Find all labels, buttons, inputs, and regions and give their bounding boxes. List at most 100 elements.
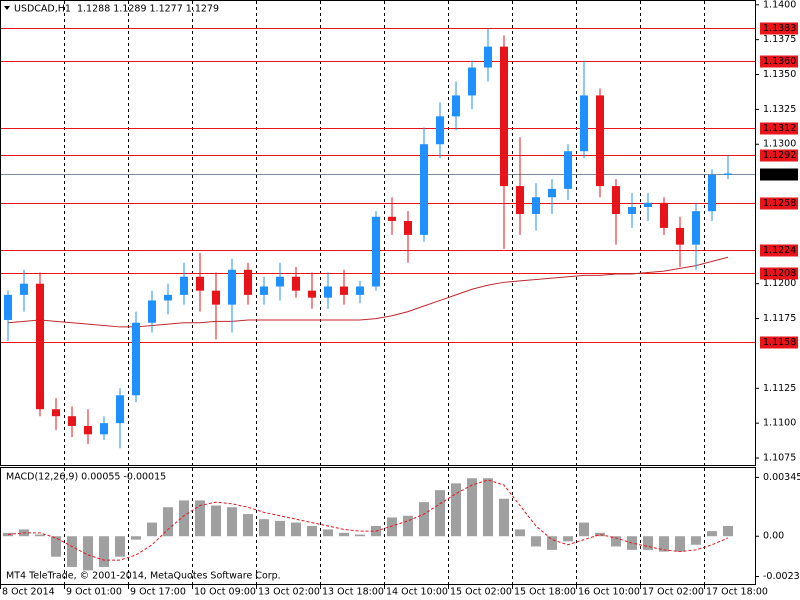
candle-body bbox=[36, 283, 44, 410]
macd-bar bbox=[227, 507, 237, 537]
macd-bar bbox=[291, 522, 301, 537]
macd-title: MACD(12,26,9) 0.00055 -0.00015 bbox=[6, 472, 166, 483]
macd-bar bbox=[387, 517, 397, 537]
y-tick-label: 1.1125 bbox=[763, 383, 796, 394]
candle-body bbox=[228, 269, 236, 305]
candle-body bbox=[68, 416, 76, 426]
candle-body bbox=[628, 207, 636, 214]
y-tick-label: 1.1100 bbox=[763, 418, 796, 429]
macd-bar bbox=[723, 526, 733, 537]
y-tick-label: 1.1200 bbox=[763, 278, 796, 289]
signal-line bbox=[7, 479, 729, 561]
watermark: MT4 TeleTrade, © 2001-2014, MetaQuotes S… bbox=[6, 571, 281, 582]
macd-bar bbox=[643, 536, 653, 550]
level-label-box bbox=[760, 267, 798, 280]
level-label: 1.1224 bbox=[763, 245, 796, 256]
macd-bar bbox=[419, 502, 429, 537]
level-label: 1.1292 bbox=[763, 150, 796, 161]
macd-bar bbox=[243, 514, 253, 537]
y-tick-label: 0.00345 bbox=[763, 472, 800, 483]
x-tick-label: 9 Oct 17:00 bbox=[130, 587, 186, 598]
candle-body bbox=[644, 202, 652, 208]
macd-bar bbox=[211, 505, 221, 537]
candle-body bbox=[84, 425, 92, 435]
macd-bar bbox=[403, 515, 413, 537]
x-tick-label: 14 Oct 10:00 bbox=[386, 587, 448, 598]
macd-bar bbox=[435, 490, 445, 537]
candle-body bbox=[164, 294, 172, 301]
macd-bar bbox=[147, 522, 157, 537]
candle-body bbox=[660, 202, 668, 228]
level-label-box bbox=[760, 122, 798, 135]
x-tick-label: 13 Oct 18:00 bbox=[322, 587, 384, 598]
macd-bar bbox=[323, 529, 333, 537]
candle-body bbox=[116, 395, 124, 424]
candle-body bbox=[516, 186, 524, 214]
x-tick-label: 9 Oct 01:00 bbox=[66, 587, 122, 598]
candle-body bbox=[260, 286, 268, 295]
macd-bar bbox=[611, 536, 621, 547]
y-tick-label: 1.1350 bbox=[763, 69, 796, 80]
moving-average bbox=[7, 256, 729, 328]
x-tick-label: 8 Oct 2014 bbox=[2, 587, 55, 598]
macd-bar bbox=[563, 536, 573, 542]
candle-body bbox=[180, 276, 188, 295]
macd-bar bbox=[67, 536, 77, 567]
level-label: 1.1383 bbox=[763, 23, 796, 34]
candle-body bbox=[292, 276, 300, 291]
y-tick-label: 1.1175 bbox=[763, 313, 796, 324]
x-tick-label: 13 Oct 02:00 bbox=[258, 587, 320, 598]
x-tick-label: 15 Oct 02:00 bbox=[450, 587, 512, 598]
macd-bar bbox=[339, 532, 349, 537]
y-tick-label: 1.1325 bbox=[763, 104, 796, 115]
macd-bar bbox=[179, 500, 189, 537]
candle-body bbox=[340, 286, 348, 295]
macd-bar bbox=[195, 500, 205, 537]
x-tick-label: 10 Oct 09:00 bbox=[194, 587, 256, 598]
macd-bar bbox=[275, 520, 285, 537]
level-label-box bbox=[760, 336, 798, 349]
level-label: 1.1208 bbox=[763, 268, 796, 279]
candle-body bbox=[548, 188, 556, 198]
macd-bar bbox=[659, 536, 669, 552]
candle-body bbox=[100, 423, 108, 435]
menu-icon[interactable] bbox=[4, 6, 10, 10]
macd-bar bbox=[499, 498, 509, 537]
y-tick-label: -0.00236 bbox=[763, 571, 800, 582]
candle-body bbox=[196, 276, 204, 291]
x-tick-label: 17 Oct 18:00 bbox=[706, 587, 768, 598]
y-tick-label: 0.00 bbox=[763, 531, 784, 542]
macd-bar bbox=[707, 531, 717, 537]
y-tick-label: 1.1300 bbox=[763, 139, 796, 150]
macd-bar bbox=[451, 483, 461, 537]
main-frame bbox=[0, 0, 756, 466]
current-price-box bbox=[760, 168, 798, 181]
candle-body bbox=[20, 283, 28, 295]
level-label-box bbox=[760, 55, 798, 68]
macd-bar bbox=[83, 536, 93, 571]
macd-bar bbox=[691, 536, 701, 545]
level-label: 1.1312 bbox=[763, 123, 796, 134]
level-label-box bbox=[760, 22, 798, 35]
macd-bar bbox=[163, 507, 173, 537]
candle-body bbox=[676, 227, 684, 245]
candle-body bbox=[564, 151, 572, 189]
candle-body bbox=[276, 276, 284, 287]
level-label: 1.1360 bbox=[763, 56, 796, 67]
candle-body bbox=[52, 409, 60, 417]
y-tick-label: 1.1400 bbox=[763, 0, 796, 10]
candle-body bbox=[388, 216, 396, 221]
macd-bar bbox=[483, 478, 493, 537]
level-label: 1.1158 bbox=[763, 337, 796, 348]
candle-body bbox=[692, 211, 700, 245]
macd-bar bbox=[51, 536, 61, 557]
candle-body bbox=[404, 220, 412, 235]
candle-body bbox=[452, 95, 460, 117]
candle-body bbox=[372, 216, 380, 287]
candle-body bbox=[148, 300, 156, 323]
candle-body bbox=[484, 46, 492, 68]
macd-bar bbox=[307, 526, 317, 537]
candle-body bbox=[596, 95, 604, 187]
